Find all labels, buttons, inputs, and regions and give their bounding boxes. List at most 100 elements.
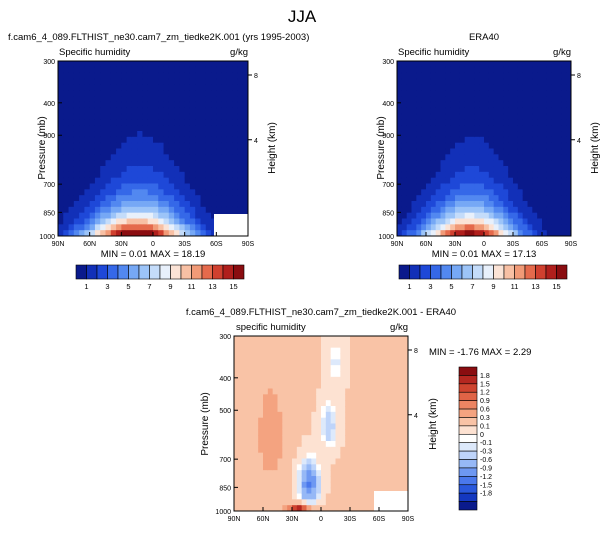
field-cell bbox=[221, 183, 228, 190]
field-cell bbox=[63, 66, 70, 74]
field-cell bbox=[503, 107, 509, 115]
field-cell bbox=[556, 136, 562, 144]
field-cell bbox=[445, 218, 451, 225]
field-cell bbox=[292, 417, 298, 425]
colorbar-box bbox=[117, 264, 129, 280]
field-cell bbox=[321, 341, 327, 349]
field-cell bbox=[184, 160, 191, 167]
field-cell bbox=[403, 470, 408, 477]
field-cell bbox=[174, 90, 180, 97]
field-cell bbox=[195, 189, 202, 196]
field-cell bbox=[68, 166, 75, 173]
field-cell bbox=[226, 171, 233, 179]
field-cell bbox=[238, 406, 245, 413]
field-cell bbox=[340, 452, 346, 460]
field-cell bbox=[411, 90, 417, 97]
field-cell bbox=[205, 154, 212, 161]
field-cell bbox=[282, 371, 288, 378]
field-cell bbox=[238, 394, 245, 401]
field-cell bbox=[63, 160, 70, 167]
field-cell bbox=[330, 353, 337, 360]
field-cell bbox=[411, 84, 417, 91]
field-cell bbox=[292, 476, 298, 483]
field-cell bbox=[221, 206, 228, 214]
field-cell bbox=[464, 131, 471, 138]
field-cell bbox=[68, 101, 75, 109]
field-cell bbox=[253, 336, 259, 343]
field-cell bbox=[397, 72, 403, 80]
field-cell bbox=[84, 212, 91, 220]
field-cell bbox=[464, 136, 471, 144]
field-cell bbox=[406, 201, 413, 208]
field-cell bbox=[383, 382, 390, 390]
field-cell bbox=[168, 206, 175, 214]
field-cell bbox=[153, 84, 159, 91]
field-cell bbox=[243, 423, 250, 430]
field-cell bbox=[445, 96, 451, 103]
field-cell bbox=[296, 406, 303, 413]
field-cell bbox=[479, 224, 485, 231]
field-cell bbox=[330, 441, 337, 448]
field-cell bbox=[168, 107, 175, 115]
field-cell bbox=[493, 171, 500, 179]
field-cell bbox=[403, 452, 408, 460]
field-cell bbox=[493, 84, 500, 91]
field-cell bbox=[469, 166, 475, 173]
field-cell bbox=[416, 195, 422, 202]
field-cell bbox=[58, 177, 64, 185]
field-cell bbox=[205, 84, 212, 91]
field-cell bbox=[238, 487, 245, 495]
field-cell bbox=[369, 353, 375, 360]
field-cell bbox=[296, 411, 303, 419]
field-cell bbox=[379, 365, 385, 372]
field-cell bbox=[364, 411, 370, 419]
field-cell bbox=[126, 131, 133, 138]
field-cell bbox=[211, 183, 217, 190]
field-cell bbox=[325, 487, 332, 495]
field-cell bbox=[527, 206, 533, 214]
field-cell bbox=[137, 72, 144, 80]
field-cell bbox=[296, 336, 303, 343]
field-cell bbox=[100, 107, 107, 115]
field-cell bbox=[537, 136, 543, 144]
field-cell bbox=[277, 341, 283, 349]
field-cell bbox=[527, 218, 533, 225]
field-cell bbox=[354, 371, 361, 378]
field-cell bbox=[301, 505, 308, 511]
field-cell bbox=[435, 96, 442, 103]
field-cell bbox=[116, 189, 122, 196]
field-cell bbox=[350, 429, 356, 436]
field-cell bbox=[94, 72, 101, 80]
field-cell bbox=[131, 218, 138, 225]
field-cell bbox=[350, 452, 356, 460]
field-cell bbox=[232, 90, 239, 97]
field-cell bbox=[493, 72, 500, 80]
field-cell bbox=[232, 142, 239, 150]
field-cell bbox=[498, 148, 504, 155]
field-cell bbox=[522, 224, 529, 231]
field-cell bbox=[561, 206, 567, 214]
field-cell bbox=[73, 72, 80, 80]
field-cell bbox=[258, 481, 264, 489]
field-cell bbox=[359, 336, 366, 343]
field-cell bbox=[211, 160, 217, 167]
field-cell bbox=[551, 148, 558, 155]
field-cell bbox=[488, 107, 495, 115]
field-cell bbox=[393, 371, 399, 378]
field-cell bbox=[374, 411, 380, 419]
field-cell bbox=[184, 212, 191, 220]
field-cell bbox=[63, 131, 70, 138]
field-cell bbox=[234, 382, 240, 390]
field-cell bbox=[401, 218, 408, 225]
field-cell bbox=[488, 183, 495, 190]
field-cell bbox=[469, 84, 475, 91]
field-cell bbox=[163, 201, 170, 208]
field-cell bbox=[79, 101, 85, 109]
field-cell bbox=[484, 183, 490, 190]
field-cell bbox=[359, 505, 366, 511]
field-cell bbox=[73, 206, 80, 214]
field-cell bbox=[121, 166, 128, 173]
field-cell bbox=[205, 166, 212, 173]
field-cell bbox=[416, 171, 422, 179]
field-cell bbox=[364, 493, 370, 500]
